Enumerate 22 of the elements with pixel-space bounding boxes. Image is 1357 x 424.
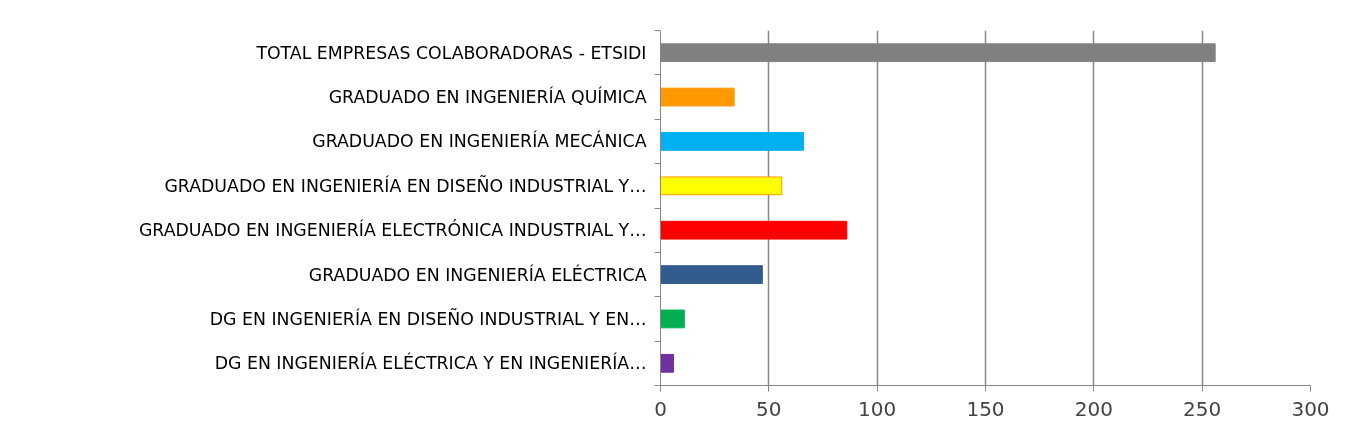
- bar: [660, 176, 783, 196]
- bar: [660, 353, 674, 373]
- y-tick-label: GRADUADO EN INGENIERÍA ELÉCTRICA: [308, 263, 647, 285]
- y-tick-label: DG EN INGENIERÍA ELÉCTRICA Y EN INGENIERÍA…: [214, 352, 647, 374]
- x-tick-label: 150: [966, 396, 1005, 421]
- bar: [660, 220, 848, 240]
- y-tick-label: GRADUADO EN INGENIERÍA EN DISEÑO INDUSTRIAL Y…: [164, 174, 647, 196]
- x-tick-label: 100: [858, 396, 897, 421]
- bar: [660, 265, 763, 284]
- bar: [660, 132, 804, 151]
- x-tick-label: 0: [654, 396, 667, 421]
- y-tick-label: GRADUADO EN INGENIERÍA MECÁNICA: [312, 130, 647, 152]
- x-tick-label: 300: [1291, 396, 1330, 421]
- y-tick-label: DG EN INGENIERÍA EN DISEÑO INDUSTRIAL Y EN…: [209, 307, 647, 329]
- x-tick-label: 50: [756, 396, 782, 421]
- y-tick-label: GRADUADO EN INGENIERÍA QUÍMICA: [328, 86, 647, 108]
- x-tick-label: 250: [1183, 396, 1222, 421]
- bar: [660, 87, 735, 107]
- bar: [660, 309, 685, 329]
- y-tick-label: GRADUADO EN INGENIERÍA ELECTRÓNICA INDUSTRIAL Y…: [138, 219, 647, 241]
- y-tick-label: TOTAL EMPRESAS COLABORADORAS - ETSIDI: [255, 42, 647, 63]
- x-tick-label: 200: [1074, 396, 1113, 421]
